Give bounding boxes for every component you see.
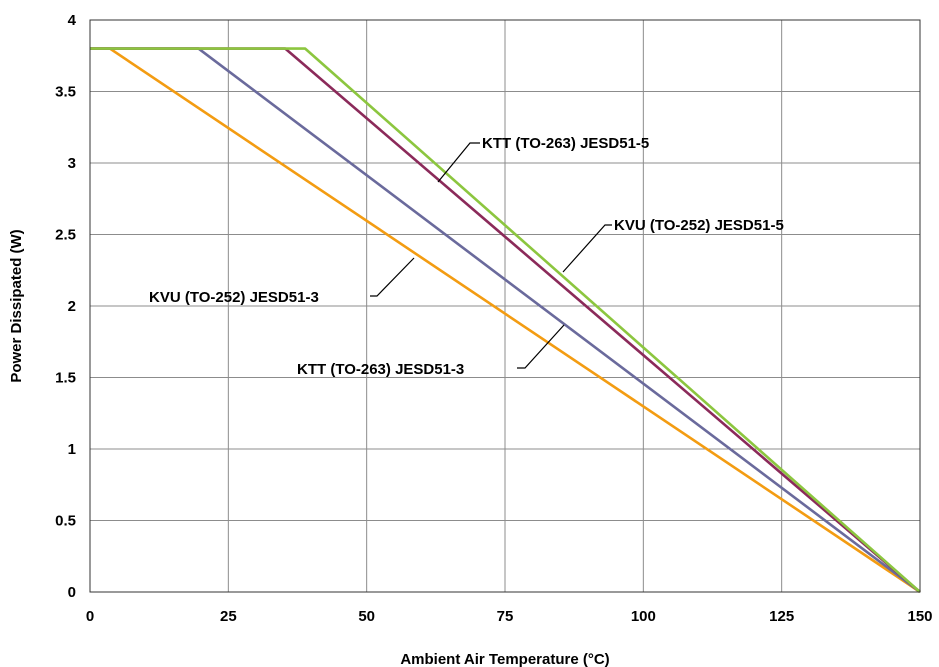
annotation-ktt-jesd51-5-leader <box>437 142 480 183</box>
series-lines <box>90 47 921 594</box>
x-tick-label: 25 <box>220 608 237 625</box>
y-tick-label: 1 <box>68 441 76 458</box>
annotation-kvu-jesd51-3-leader <box>370 257 415 297</box>
y-tick-label: 4 <box>68 12 77 29</box>
annotation-ktt-jesd51-5: KTT (TO-263) JESD51-5 <box>482 135 649 152</box>
y-tick-label: 2 <box>68 298 76 315</box>
x-tick-label: 150 <box>907 608 932 625</box>
plot-frame <box>89 19 921 593</box>
x-axis-title: Ambient Air Temperature (°C) <box>400 651 609 667</box>
x-tick-label: 0 <box>86 608 94 625</box>
y-tick-label: 0.5 <box>55 513 76 530</box>
y-tick-label: 2.5 <box>55 227 76 244</box>
y-tick-labels: 0 0.5 1 1.5 2 2.5 3 3.5 4 <box>55 12 77 601</box>
annotation-ktt-jesd51-3-leader <box>517 324 565 369</box>
x-tick-label: 75 <box>497 608 514 625</box>
gridlines <box>89 19 921 593</box>
y-tick-label: 3.5 <box>55 84 76 101</box>
x-tick-labels: 0 25 50 75 100 125 150 <box>86 608 933 625</box>
series-line-ktt-to-263-jesd51-5 <box>90 47 921 593</box>
x-tick-label: 125 <box>769 608 794 625</box>
y-axis-title: Power Dissipated (W) <box>8 229 25 382</box>
y-tick-label: 0 <box>68 584 76 601</box>
annotations: KTT (TO-263) JESD51-5 KVU (TO-252) JESD5… <box>149 135 784 378</box>
y-tick-label: 3 <box>68 155 76 172</box>
x-tick-label: 100 <box>631 608 656 625</box>
annotation-kvu-jesd51-5-leader <box>562 224 612 273</box>
x-tick-label: 50 <box>358 608 375 625</box>
annotation-kvu-jesd51-5: KVU (TO-252) JESD51-5 <box>614 217 784 234</box>
annotation-ktt-jesd51-3: KTT (TO-263) JESD51-3 <box>297 361 464 378</box>
annotation-kvu-jesd51-3: KVU (TO-252) JESD51-3 <box>149 289 319 306</box>
y-tick-label: 1.5 <box>55 370 76 387</box>
